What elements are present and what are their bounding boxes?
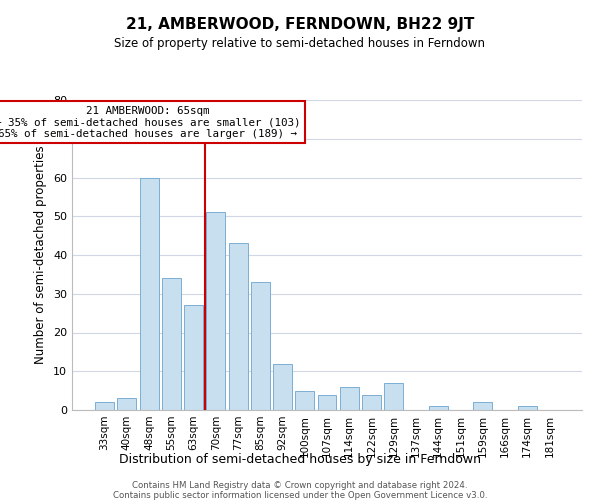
Bar [140,178,158,410]
Bar [340,387,359,410]
Bar [273,364,292,410]
Bar [251,282,270,410]
Text: Contains HM Land Registry data © Crown copyright and database right 2024.: Contains HM Land Registry data © Crown c… [132,481,468,490]
Bar [317,394,337,410]
Y-axis label: Number of semi-detached properties: Number of semi-detached properties [34,146,47,364]
Bar [384,383,403,410]
Bar [473,402,492,410]
Text: Contains public sector information licensed under the Open Government Licence v3: Contains public sector information licen… [113,491,487,500]
Bar [295,390,314,410]
Bar [162,278,181,410]
Text: Size of property relative to semi-detached houses in Ferndown: Size of property relative to semi-detach… [115,38,485,51]
Text: Distribution of semi-detached houses by size in Ferndown: Distribution of semi-detached houses by … [119,452,481,466]
Bar [118,398,136,410]
Text: 21 AMBERWOOD: 65sqm
← 35% of semi-detached houses are smaller (103)
65% of semi-: 21 AMBERWOOD: 65sqm ← 35% of semi-detach… [0,106,301,139]
Bar [429,406,448,410]
Bar [518,406,536,410]
Bar [95,402,114,410]
Bar [206,212,225,410]
Text: 21, AMBERWOOD, FERNDOWN, BH22 9JT: 21, AMBERWOOD, FERNDOWN, BH22 9JT [126,18,474,32]
Bar [229,244,248,410]
Bar [362,394,381,410]
Bar [184,306,203,410]
